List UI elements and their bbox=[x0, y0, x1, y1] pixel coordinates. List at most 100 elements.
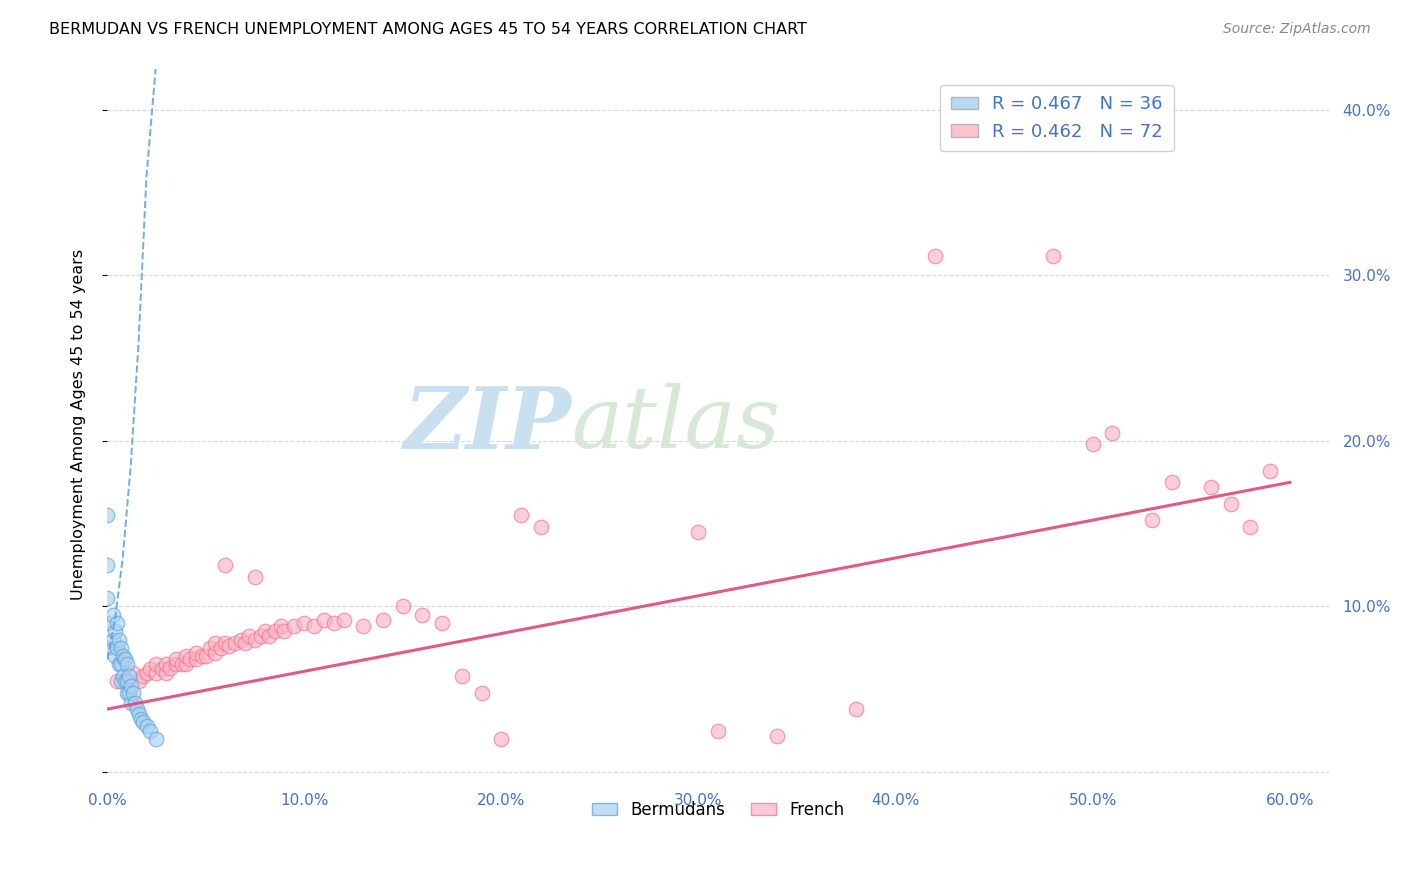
Point bbox=[451, 669, 474, 683]
Point bbox=[145, 657, 167, 672]
Point bbox=[135, 665, 157, 680]
Point bbox=[150, 662, 173, 676]
Point bbox=[120, 696, 142, 710]
Point bbox=[322, 615, 344, 630]
Point bbox=[114, 652, 136, 666]
Point bbox=[129, 712, 152, 726]
Point bbox=[707, 723, 730, 738]
Point bbox=[198, 640, 221, 655]
Point bbox=[229, 632, 252, 647]
Point bbox=[371, 613, 394, 627]
Point bbox=[263, 624, 285, 639]
Point bbox=[184, 646, 207, 660]
Point bbox=[115, 673, 138, 688]
Point bbox=[124, 696, 146, 710]
Point bbox=[104, 649, 127, 664]
Point bbox=[105, 615, 128, 630]
Point bbox=[209, 640, 232, 655]
Point bbox=[253, 624, 276, 639]
Text: Source: ZipAtlas.com: Source: ZipAtlas.com bbox=[1223, 22, 1371, 37]
Point bbox=[1140, 513, 1163, 527]
Point bbox=[1258, 464, 1281, 478]
Point bbox=[110, 673, 132, 688]
Point bbox=[96, 508, 118, 523]
Point bbox=[96, 591, 118, 606]
Point bbox=[131, 669, 153, 683]
Legend: Bermudans, French: Bermudans, French bbox=[586, 794, 851, 825]
Point bbox=[391, 599, 413, 614]
Point bbox=[179, 652, 201, 666]
Point bbox=[125, 702, 148, 716]
Point bbox=[243, 570, 266, 584]
Point bbox=[1042, 249, 1064, 263]
Point bbox=[352, 619, 374, 633]
Text: ZIP: ZIP bbox=[404, 383, 571, 467]
Point bbox=[174, 649, 197, 664]
Point bbox=[111, 649, 134, 664]
Point bbox=[121, 665, 143, 680]
Point bbox=[411, 607, 433, 622]
Point bbox=[120, 679, 142, 693]
Point bbox=[270, 619, 292, 633]
Point bbox=[128, 707, 150, 722]
Point bbox=[159, 661, 181, 675]
Point bbox=[766, 729, 789, 743]
Point bbox=[110, 657, 132, 672]
Point bbox=[283, 619, 305, 633]
Point bbox=[155, 665, 177, 680]
Point bbox=[292, 615, 315, 630]
Point bbox=[194, 649, 217, 664]
Point bbox=[105, 640, 128, 655]
Point bbox=[1101, 425, 1123, 440]
Point bbox=[101, 632, 124, 647]
Y-axis label: Unemployment Among Ages 45 to 54 years: Unemployment Among Ages 45 to 54 years bbox=[72, 249, 86, 600]
Point bbox=[214, 636, 236, 650]
Point bbox=[845, 702, 868, 716]
Point bbox=[510, 508, 533, 523]
Point bbox=[302, 619, 325, 633]
Point bbox=[104, 624, 127, 639]
Point bbox=[243, 632, 266, 647]
Point bbox=[111, 669, 134, 683]
Point bbox=[118, 669, 141, 683]
Point bbox=[114, 673, 136, 688]
Point bbox=[332, 613, 354, 627]
Point bbox=[118, 685, 141, 699]
Point bbox=[924, 249, 946, 263]
Point bbox=[471, 685, 494, 699]
Point bbox=[135, 719, 157, 733]
Point bbox=[238, 629, 260, 643]
Point bbox=[139, 662, 162, 676]
Point bbox=[131, 715, 153, 730]
Point bbox=[184, 652, 207, 666]
Point bbox=[273, 624, 295, 639]
Point bbox=[1081, 437, 1104, 451]
Point bbox=[204, 646, 226, 660]
Point bbox=[214, 558, 236, 573]
Point bbox=[105, 673, 128, 688]
Point bbox=[115, 673, 138, 688]
Point bbox=[491, 731, 513, 746]
Point bbox=[121, 685, 143, 699]
Point bbox=[108, 632, 131, 647]
Point bbox=[155, 657, 177, 672]
Point bbox=[1160, 475, 1182, 490]
Point bbox=[250, 629, 273, 643]
Point bbox=[101, 607, 124, 622]
Point bbox=[128, 673, 150, 688]
Point bbox=[432, 615, 454, 630]
Point bbox=[1199, 480, 1222, 494]
Text: atlas: atlas bbox=[571, 383, 780, 466]
Point bbox=[115, 657, 138, 672]
Point bbox=[257, 629, 280, 643]
Point bbox=[1219, 497, 1241, 511]
Point bbox=[530, 520, 553, 534]
Point bbox=[174, 657, 197, 672]
Point bbox=[96, 615, 118, 630]
Point bbox=[96, 558, 118, 573]
Point bbox=[688, 524, 710, 539]
Point bbox=[165, 652, 187, 666]
Point bbox=[145, 731, 167, 746]
Point bbox=[96, 640, 118, 655]
Point bbox=[312, 613, 335, 627]
